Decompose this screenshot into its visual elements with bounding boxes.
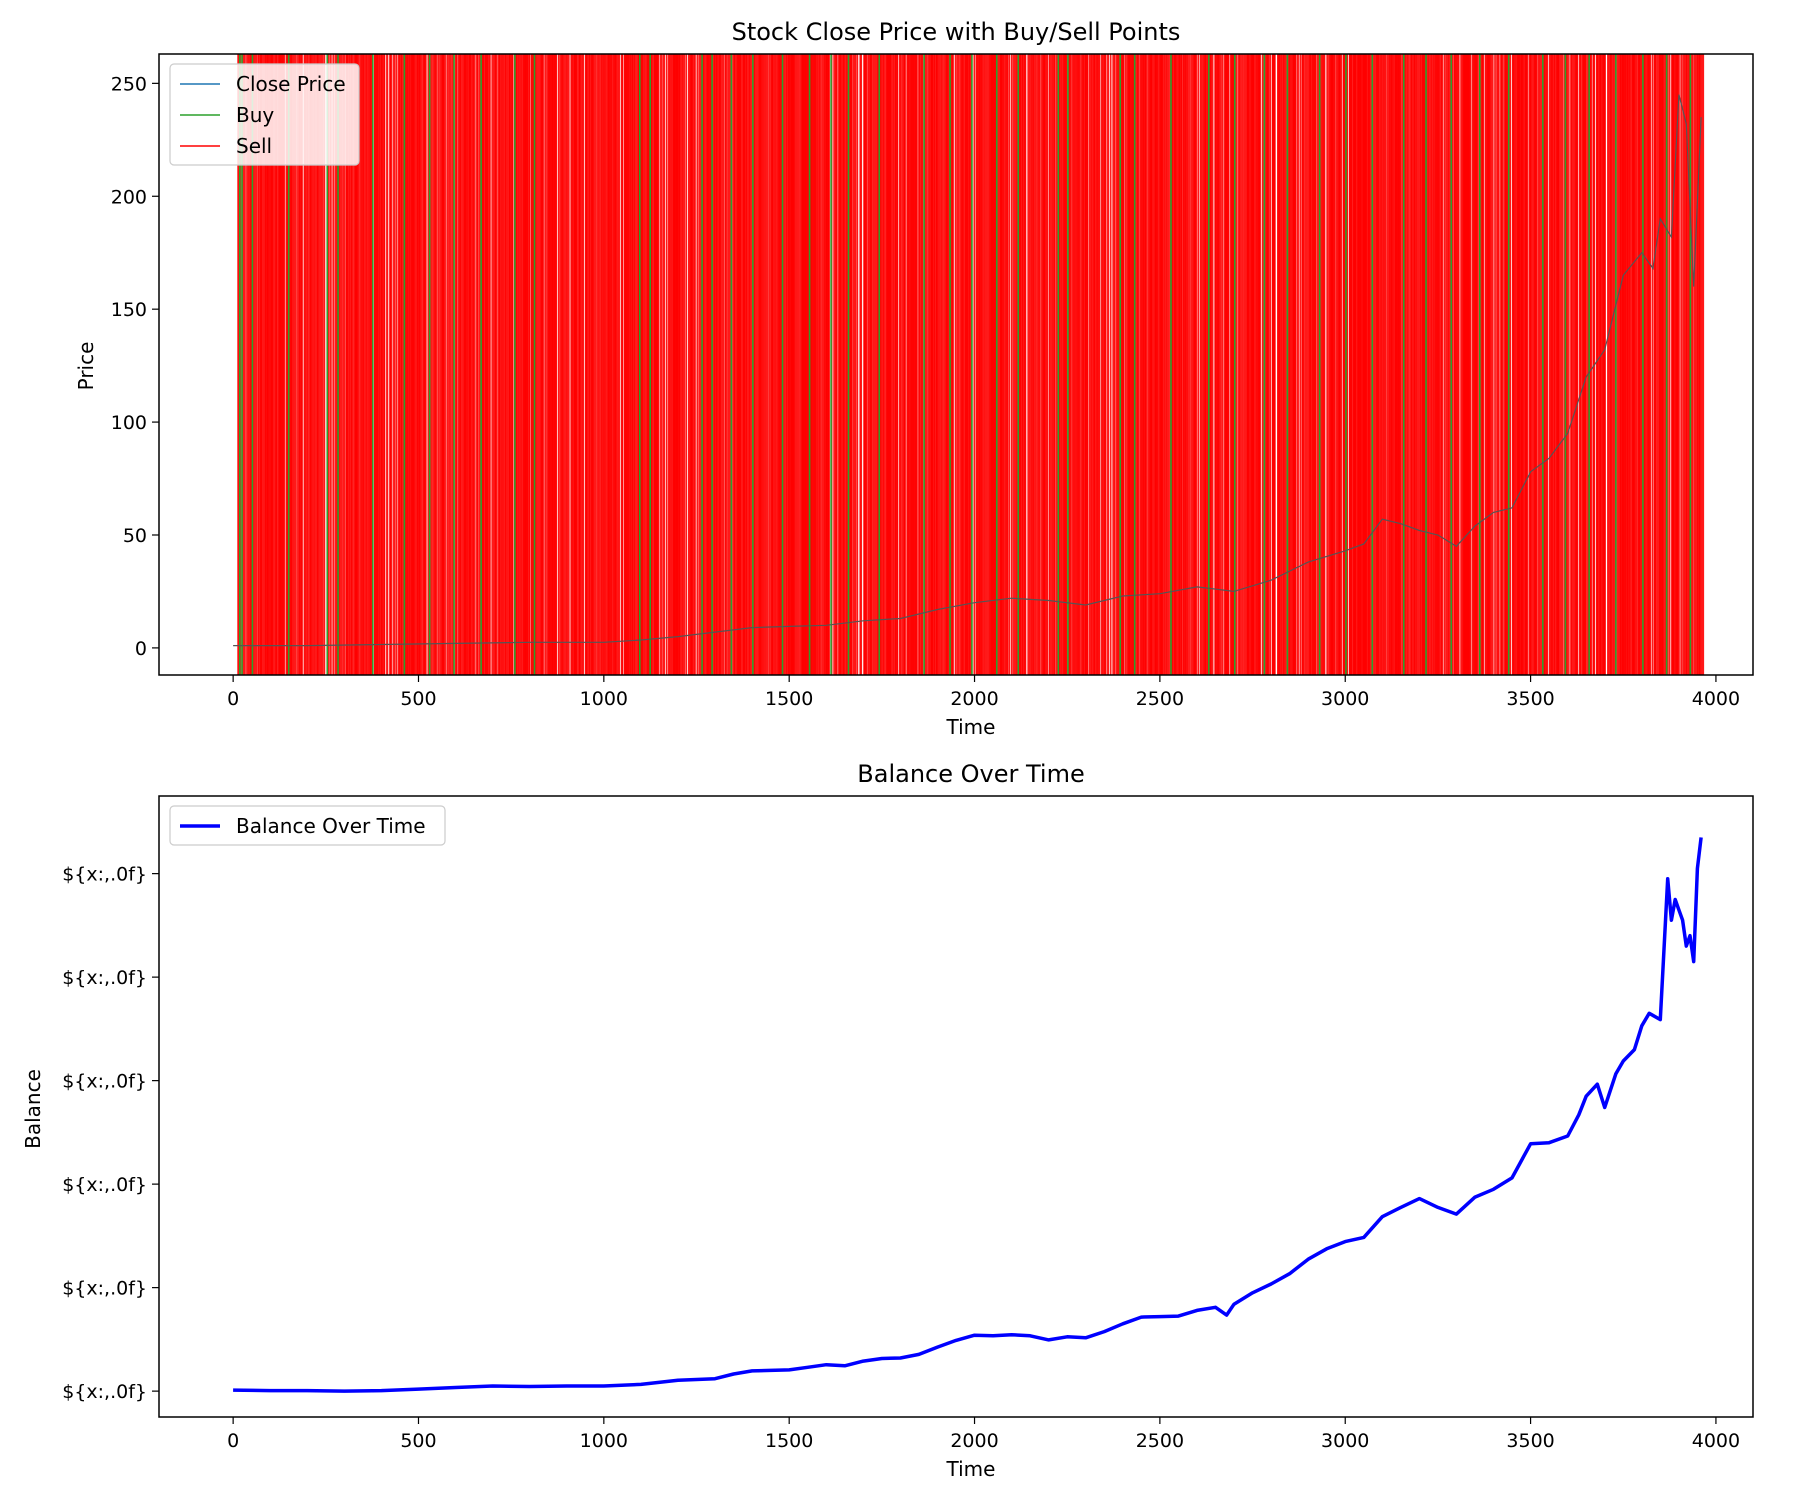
y-tick-label: 200 — [111, 186, 147, 208]
price-legend: Close Price Buy Sell — [169, 63, 360, 166]
price-y-axis-label: Price — [74, 342, 98, 391]
legend-box — [169, 63, 360, 166]
balance-chart-title: Balance Over Time — [857, 760, 1084, 788]
x-tick-label: 500 — [400, 1430, 436, 1452]
x-tick-label: 3500 — [1506, 1430, 1554, 1452]
x-tick-label: 4000 — [1692, 688, 1740, 710]
y-tick-label: 0 — [135, 638, 147, 660]
x-tick-label: 2000 — [950, 688, 998, 710]
x-tick-label: 4000 — [1692, 1430, 1740, 1452]
y-tick-label: 150 — [111, 299, 147, 321]
close-price-line — [233, 94, 1702, 647]
y-tick-label: ${x:,.0f} — [62, 967, 147, 989]
x-tick-label: 3000 — [1321, 688, 1369, 710]
x-tick-label: 3000 — [1321, 1430, 1369, 1452]
balance-y-axis-label: Balance — [21, 1069, 45, 1149]
y-tick-label: 100 — [111, 412, 147, 434]
balance-legend: Balance Over Time — [169, 805, 446, 846]
price-plot-frame — [158, 53, 1754, 676]
balance-plot-frame — [158, 795, 1754, 1418]
legend-box — [169, 805, 446, 846]
balance-line — [233, 837, 1703, 1393]
x-tick-label: 1500 — [765, 1430, 813, 1452]
x-tick-label: 2500 — [1136, 1430, 1184, 1452]
y-tick-label: 50 — [123, 525, 147, 547]
x-tick-label: 1500 — [765, 688, 813, 710]
balance-line-layer — [233, 837, 1703, 1393]
x-tick-label: 1000 — [580, 688, 628, 710]
y-tick-label: ${x:,.0f} — [62, 1381, 147, 1403]
x-tick-label: 2500 — [1136, 688, 1184, 710]
x-tick-label: 500 — [400, 688, 436, 710]
x-tick-label: 3500 — [1506, 688, 1554, 710]
legend-label: Balance Over Time — [236, 814, 426, 838]
y-tick-label: ${x:,.0f} — [62, 864, 147, 886]
balance-x-axis: 0 500 1000 1500 2000 2500 3000 3500 4000 — [227, 1417, 1740, 1452]
price-x-axis: 0 500 1000 1500 2000 2500 3000 3500 4000 — [227, 675, 1740, 710]
y-tick-label: ${x:,.0f} — [62, 1071, 147, 1093]
price-y-axis: 0 50 100 150 200 250 — [111, 73, 159, 660]
y-tick-label: ${x:,.0f} — [62, 1174, 147, 1196]
legend-label: Close Price — [236, 72, 346, 96]
price-x-axis-label: Time — [946, 715, 996, 739]
y-tick-label: 250 — [111, 73, 147, 95]
x-tick-label: 0 — [227, 1430, 239, 1452]
price-chart-title: Stock Close Price with Buy/Sell Points — [732, 18, 1181, 46]
balance-y-axis: ${x:,.0f} ${x:,.0f} ${x:,.0f} ${x:,.0f} ${x:… — [62, 864, 159, 1403]
y-tick-label: ${x:,.0f} — [62, 1278, 147, 1300]
x-tick-label: 2000 — [950, 1430, 998, 1452]
legend-label: Buy — [236, 103, 274, 127]
price-line-layer — [233, 94, 1702, 647]
balance-chart-panel: Balance Over Time 0 500 1000 1500 2000 2500 30… — [21, 760, 1754, 1481]
balance-x-axis-label: Time — [946, 1457, 996, 1481]
price-chart-panel: Stock Close Price with Buy/Sell Points 0… — [74, 18, 1754, 739]
legend-label: Sell — [236, 134, 272, 158]
signal-lines-layer — [237, 54, 1705, 675]
x-tick-label: 1000 — [580, 1430, 628, 1452]
x-tick-label: 0 — [227, 688, 239, 710]
